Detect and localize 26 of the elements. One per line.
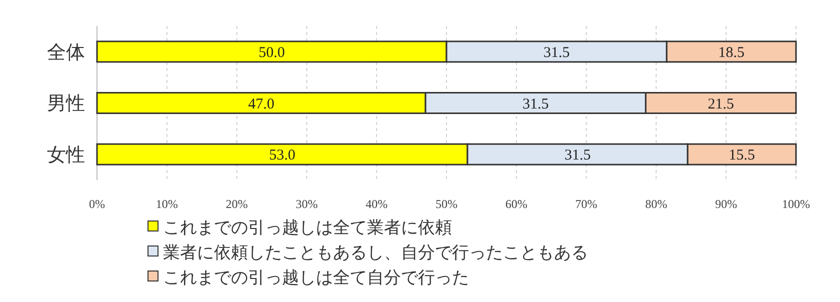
x-tick-label: 40% xyxy=(366,197,388,211)
x-tick-label: 50% xyxy=(436,197,458,211)
x-tick-label: 20% xyxy=(226,197,248,211)
x-tick-label: 60% xyxy=(505,197,528,211)
data-label: 21.5 xyxy=(708,96,734,112)
data-label: 15.5 xyxy=(728,148,755,164)
data-label: 18.5 xyxy=(718,44,744,61)
x-tick-label: 80% xyxy=(645,197,668,211)
legend-label: 業者に依頼したこともあるし、自分で行ったこともある xyxy=(163,242,588,262)
data-label: 31.5 xyxy=(522,96,549,112)
x-tick-label: 90% xyxy=(715,197,738,211)
y-tick-label: 女性 xyxy=(47,144,85,166)
data-label: 53.0 xyxy=(269,148,296,164)
x-tick-label: 30% xyxy=(296,197,318,211)
x-tick-label: 70% xyxy=(575,197,598,211)
data-label: 31.5 xyxy=(543,44,570,61)
x-tick-label: 10% xyxy=(156,197,178,211)
x-tick-label: 0% xyxy=(89,197,105,211)
legend-label: これまでの引っ越しは全て自分で行った xyxy=(163,268,469,287)
data-label: 47.0 xyxy=(248,96,274,112)
data-label: 31.5 xyxy=(564,148,591,164)
y-tick-label: 男性 xyxy=(47,94,85,115)
y-tick-label: 全体 xyxy=(47,42,85,64)
legend-label: これまでの引っ越しは全て業者に依頼 xyxy=(163,218,452,237)
data-label: 50.0 xyxy=(258,44,285,61)
x-tick-label: 100% xyxy=(782,197,810,211)
